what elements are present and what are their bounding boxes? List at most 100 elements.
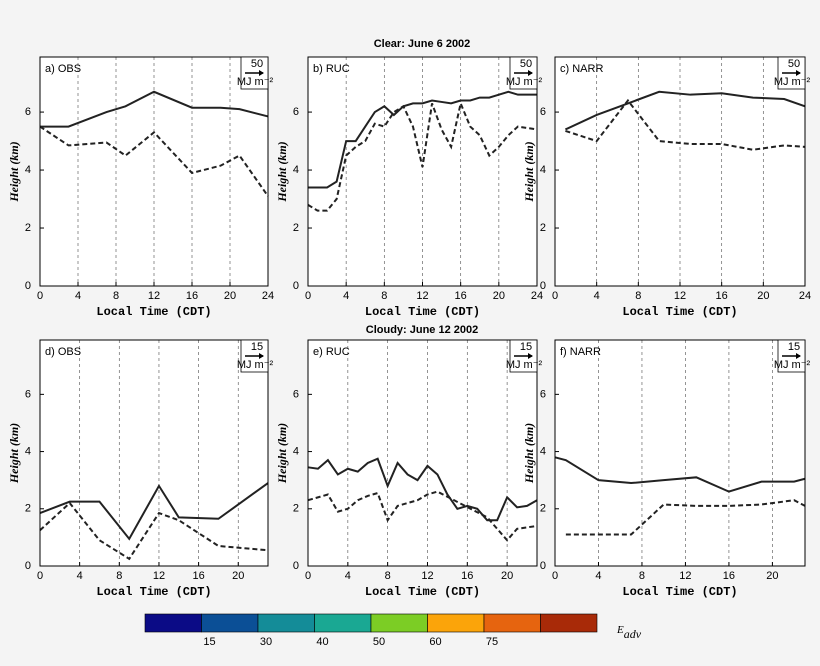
x-tick-label: 4 <box>345 570 351 582</box>
x-axis-label: Local Time (CDT) <box>96 585 211 599</box>
x-tick-label: 16 <box>192 570 204 582</box>
boundary-line <box>308 90 537 189</box>
boundary-line <box>307 100 538 212</box>
key-unit: MJ m⁻² <box>237 359 274 371</box>
x-axis-label: Local Time (CDT) <box>365 305 480 319</box>
suptitle: Cloudy: June 12 2002 <box>366 324 479 336</box>
x-tick-label: 16 <box>716 290 728 302</box>
x-tick-label: 0 <box>305 290 311 302</box>
x-tick-label: 12 <box>148 290 160 302</box>
y-tick-label: 2 <box>293 503 299 515</box>
plot-area <box>40 340 268 566</box>
y-tick-label: 2 <box>25 222 31 234</box>
boundary-line <box>554 456 806 493</box>
boundary-line <box>565 499 806 536</box>
x-tick-label: 12 <box>153 570 165 582</box>
colorbar-swatch <box>257 613 315 633</box>
panel-title: b) RUC <box>313 63 350 75</box>
key-arrow-head <box>259 70 264 76</box>
key-arrow-head <box>528 353 533 359</box>
x-tick-label: 0 <box>37 290 43 302</box>
x-tick-label: 8 <box>385 570 391 582</box>
x-tick-label: 16 <box>723 570 735 582</box>
x-tick-label: 12 <box>679 570 691 582</box>
x-tick-label: 24 <box>799 290 811 302</box>
panel-title: a) OBS <box>45 63 81 75</box>
y-tick-label: 4 <box>540 445 546 457</box>
y-tick-label: 6 <box>25 388 31 400</box>
colorbar-tick-label: 60 <box>429 636 441 648</box>
x-tick-label: 0 <box>37 570 43 582</box>
y-tick-label: 2 <box>25 503 31 515</box>
key-value: 50 <box>251 58 263 70</box>
y-tick-label: 4 <box>25 164 31 176</box>
key-unit: MJ m⁻² <box>506 359 543 371</box>
x-axis-label: Local Time (CDT) <box>96 305 211 319</box>
boundary-line <box>565 98 806 151</box>
y-tick-label: 6 <box>293 388 299 400</box>
plot-frame <box>307 339 538 567</box>
y-tick-label: 4 <box>25 445 31 457</box>
y-tick-label: 0 <box>25 560 31 572</box>
x-tick-label: 8 <box>113 290 119 302</box>
x-tick-label: 8 <box>635 290 641 302</box>
x-tick-label: 4 <box>594 290 600 302</box>
boundary-line <box>307 457 538 522</box>
colorbar-swatch <box>427 613 485 633</box>
x-tick-label: 12 <box>674 290 686 302</box>
plot-frame <box>39 339 269 567</box>
x-tick-label: 12 <box>416 290 428 302</box>
y-tick-label: 0 <box>293 560 299 572</box>
key-unit: MJ m⁻² <box>774 359 811 371</box>
key-value: 15 <box>788 341 800 353</box>
y-tick-label: 4 <box>293 445 299 457</box>
y-axis-label: Height (km) <box>522 141 536 202</box>
x-tick-label: 0 <box>552 290 558 302</box>
colorbar-swatch <box>144 613 202 633</box>
x-tick-label: 16 <box>455 290 467 302</box>
y-tick-label: 6 <box>25 106 31 118</box>
colorbar-label: Eadv <box>616 624 642 641</box>
x-tick-label: 20 <box>493 290 505 302</box>
x-axis-label: Local Time (CDT) <box>365 585 480 599</box>
colorbar-tick-label: 15 <box>203 636 215 648</box>
y-tick-label: 4 <box>293 164 299 176</box>
colorbar-swatch <box>201 613 259 633</box>
x-tick-label: 8 <box>116 570 122 582</box>
x-tick-label: 20 <box>757 290 769 302</box>
panel-title: c) NARR <box>560 63 603 75</box>
y-tick-label: 0 <box>293 280 299 292</box>
key-arrow-head <box>259 353 264 359</box>
y-tick-label: 6 <box>540 106 546 118</box>
x-tick-label: 20 <box>766 570 778 582</box>
key-value: 15 <box>520 341 532 353</box>
colorbar-label-sub: adv <box>624 627 642 641</box>
colorbar-swatch <box>370 613 428 633</box>
plot-frame <box>554 56 806 287</box>
x-tick-label: 20 <box>501 570 513 582</box>
y-tick-label: 2 <box>540 222 546 234</box>
key-unit: MJ m⁻² <box>506 76 543 88</box>
x-tick-label: 20 <box>232 570 244 582</box>
x-axis-label: Local Time (CDT) <box>622 305 737 319</box>
colorbar-tick-label: 30 <box>260 636 272 648</box>
key-arrow-head <box>528 70 533 76</box>
panel-title: e) RUC <box>313 346 350 358</box>
x-tick-label: 0 <box>552 570 558 582</box>
x-tick-label: 12 <box>421 570 433 582</box>
x-tick-label: 4 <box>77 570 83 582</box>
x-axis-label: Local Time (CDT) <box>622 585 737 599</box>
boundary-line <box>39 482 269 541</box>
x-tick-label: 4 <box>595 570 601 582</box>
boundary-line <box>39 125 269 197</box>
y-tick-label: 0 <box>540 560 546 572</box>
colorbar-label-main: E <box>616 624 624 636</box>
colorbar-tick-label: 50 <box>373 636 385 648</box>
y-axis-label: Height (km) <box>522 423 536 484</box>
panel-title: d) OBS <box>45 346 81 358</box>
suptitle: Clear: June 6 2002 <box>374 38 471 50</box>
x-tick-label: 20 <box>224 290 236 302</box>
y-tick-label: 6 <box>293 106 299 118</box>
x-tick-label: 4 <box>343 290 349 302</box>
